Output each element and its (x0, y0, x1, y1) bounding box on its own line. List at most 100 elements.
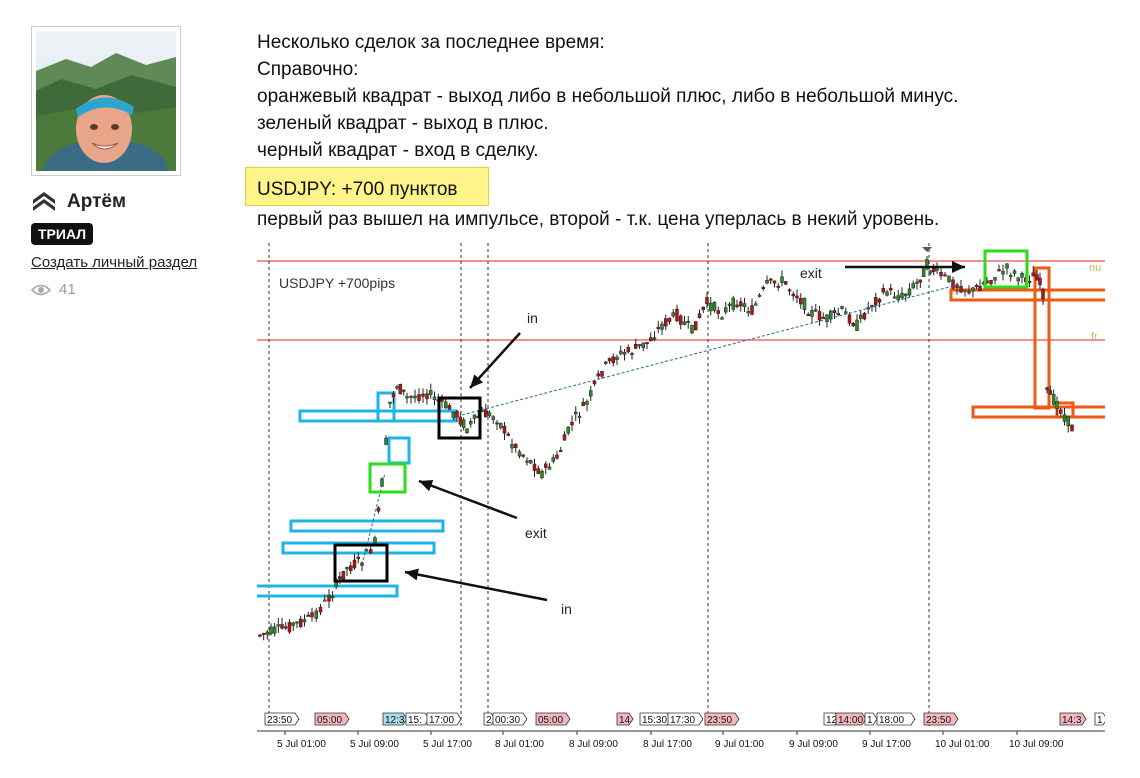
candle-body (1016, 277, 1020, 282)
marker-triangle (922, 247, 932, 252)
candle-body (502, 425, 507, 434)
candle-body (757, 294, 762, 297)
candle-body (1070, 424, 1074, 432)
time-tags: 23:50 05:00 12:3 15: 17:00 2 00:30 05:00 14 15:30… (264, 712, 1105, 726)
time-tag (1094, 712, 1105, 726)
annotation-in: in (561, 601, 572, 617)
candle-body (521, 454, 525, 457)
level-label: nu (1089, 262, 1101, 274)
candle-body (596, 373, 600, 377)
candle-body (1001, 271, 1005, 275)
candle-body (510, 444, 514, 449)
time-tag (667, 712, 704, 726)
candle-body (413, 395, 417, 399)
candle-body (551, 457, 555, 462)
candle-body (323, 599, 327, 602)
candle-body (258, 634, 262, 637)
entry-box (437, 396, 482, 440)
candle-body (607, 358, 612, 362)
candle-body (859, 314, 863, 319)
annotation-arrow (404, 570, 548, 602)
candle-body (261, 633, 266, 636)
candle-body (401, 389, 406, 392)
candle-body (1020, 272, 1024, 278)
candle-body (939, 272, 943, 277)
candle-body (600, 371, 604, 377)
axis-tick-label: 10 Jul 01:00 (935, 739, 990, 750)
create-section-link[interactable]: Создать личный раздел (31, 254, 198, 271)
candle-body (675, 308, 679, 321)
time-tag (426, 712, 462, 726)
status-badge: ТРИАЛ (31, 223, 94, 245)
candle-body (310, 612, 314, 618)
candle-body (817, 311, 822, 321)
candle-body (885, 291, 889, 296)
candle-body (349, 565, 353, 571)
candle-body (814, 309, 818, 312)
candle-body (874, 297, 878, 306)
trade-markers (333, 249, 1029, 602)
candle-body (280, 624, 284, 629)
candle-body (1041, 289, 1045, 299)
candle-body (425, 393, 429, 400)
candle-body (525, 460, 529, 463)
candle-body (577, 415, 582, 418)
candle-body (971, 287, 975, 292)
candle-body (649, 337, 653, 342)
candle-body (825, 314, 829, 323)
candle-body (421, 393, 425, 397)
views-counter: 41 (31, 281, 231, 298)
avatar[interactable] (31, 26, 181, 176)
candle-body (630, 353, 634, 356)
time-tag-label: 23:50 (707, 715, 732, 726)
exit-box (983, 249, 1029, 289)
candle-body (1045, 387, 1049, 390)
candle-body (589, 390, 593, 397)
candle-body (581, 401, 585, 406)
orange-box (949, 288, 1105, 302)
post-line: первый раз вышел на импульсе, второй - т… (257, 209, 940, 230)
exit-box (368, 462, 407, 494)
candle-body (955, 284, 959, 288)
candle-body (615, 356, 619, 360)
time-tag-label: 12:3 (385, 715, 405, 726)
level-label: fr (1091, 331, 1098, 343)
post-line: зеленый квадрат - выход в плюс. (257, 113, 549, 134)
candle-body (314, 610, 318, 619)
arrow-head (952, 261, 965, 273)
candle-body (405, 396, 409, 399)
arrow-head (470, 374, 484, 388)
axis-tick-label: 8 Jul 17:00 (643, 739, 692, 750)
candle-body (705, 297, 709, 305)
annotation-exit: exit (525, 525, 547, 541)
username[interactable]: Артём (67, 191, 127, 212)
candle-body (855, 319, 859, 331)
candle-body (574, 411, 578, 415)
avatar-photo (36, 31, 176, 171)
time-tag-label: 15:30 (642, 715, 667, 726)
post-body: Несколько сделок за последнее время: Спр… (245, 29, 1107, 233)
time-tag (704, 712, 740, 726)
candle-body (409, 395, 413, 398)
candle-body (461, 419, 466, 428)
candle-body (915, 281, 919, 284)
candle-body (772, 280, 777, 284)
time-tag (864, 712, 878, 726)
candle-body (592, 380, 597, 385)
candle-body (1038, 277, 1042, 286)
candle-body (963, 289, 967, 292)
candle-body (570, 421, 574, 426)
trade-line (361, 472, 386, 566)
cyan-box (376, 391, 396, 423)
candle-body (928, 270, 933, 274)
candle-body (432, 396, 437, 401)
candle-body (679, 315, 683, 325)
candle-body (806, 313, 810, 316)
candle-body (1051, 393, 1056, 405)
candle-body (604, 361, 608, 364)
time-tag-label: 17:00 (429, 715, 454, 726)
candle-body (330, 596, 335, 599)
candle-body (352, 559, 357, 569)
axis-tick-label: 9 Jul 01:00 (715, 739, 764, 750)
time-tag-label: 05:00 (317, 715, 342, 726)
